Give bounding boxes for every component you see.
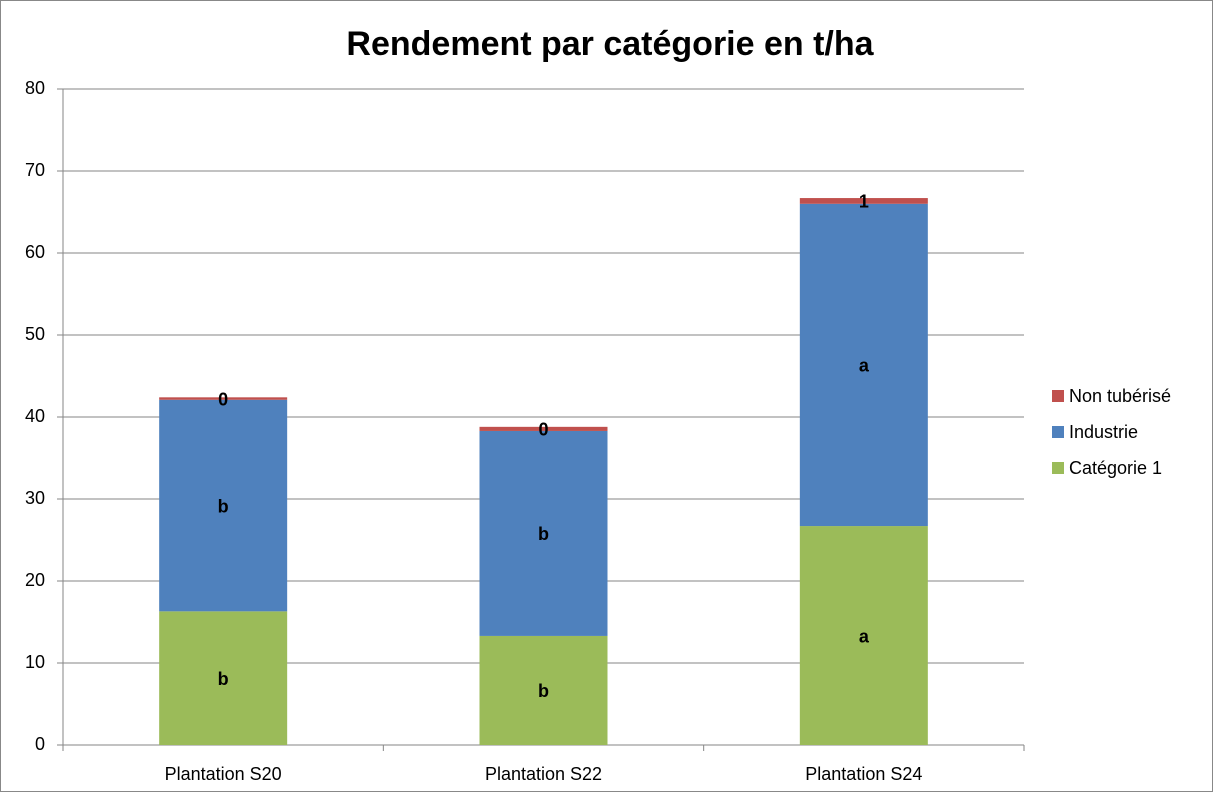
legend-label: Industrie [1069,422,1138,442]
data-label: b [218,496,229,516]
bar-segment [159,399,288,612]
bar-segment [479,635,608,745]
data-label: a [859,626,870,646]
bar-segment [479,430,608,636]
bar-segment [479,426,608,431]
chart-title: Rendement par catégorie en t/ha [346,25,874,63]
x-tick-label: Plantation S22 [485,764,602,784]
x-tick-label: Plantation S24 [805,764,922,784]
legend-swatch [1052,390,1064,402]
x-tick-label: Plantation S20 [165,764,282,784]
bar-segment [799,198,928,204]
y-tick-label: 60 [25,242,45,262]
legend-label: Non tubérisé [1069,386,1171,406]
data-label: 0 [538,420,548,440]
bar-segment [799,526,928,745]
legend-swatch [1052,462,1064,474]
y-tick-label: 0 [35,734,45,754]
legend-label: Catégorie 1 [1069,458,1162,478]
data-label: 0 [218,389,228,409]
bar-segment [159,397,288,400]
y-tick-label: 40 [25,406,45,426]
y-tick-label: 10 [25,652,45,672]
legend-swatch [1052,426,1064,438]
y-tick-label: 20 [25,570,45,590]
y-tick-label: 30 [25,488,45,508]
data-label: b [538,524,549,544]
y-tick-label: 70 [25,160,45,180]
data-label: b [538,681,549,701]
y-tick-label: 50 [25,324,45,344]
data-label: 1 [859,192,869,212]
data-label: b [218,669,229,689]
y-tick-label: 80 [25,78,45,98]
bar-segment [159,611,288,745]
bar-segment [799,203,928,527]
data-label: a [859,356,870,376]
